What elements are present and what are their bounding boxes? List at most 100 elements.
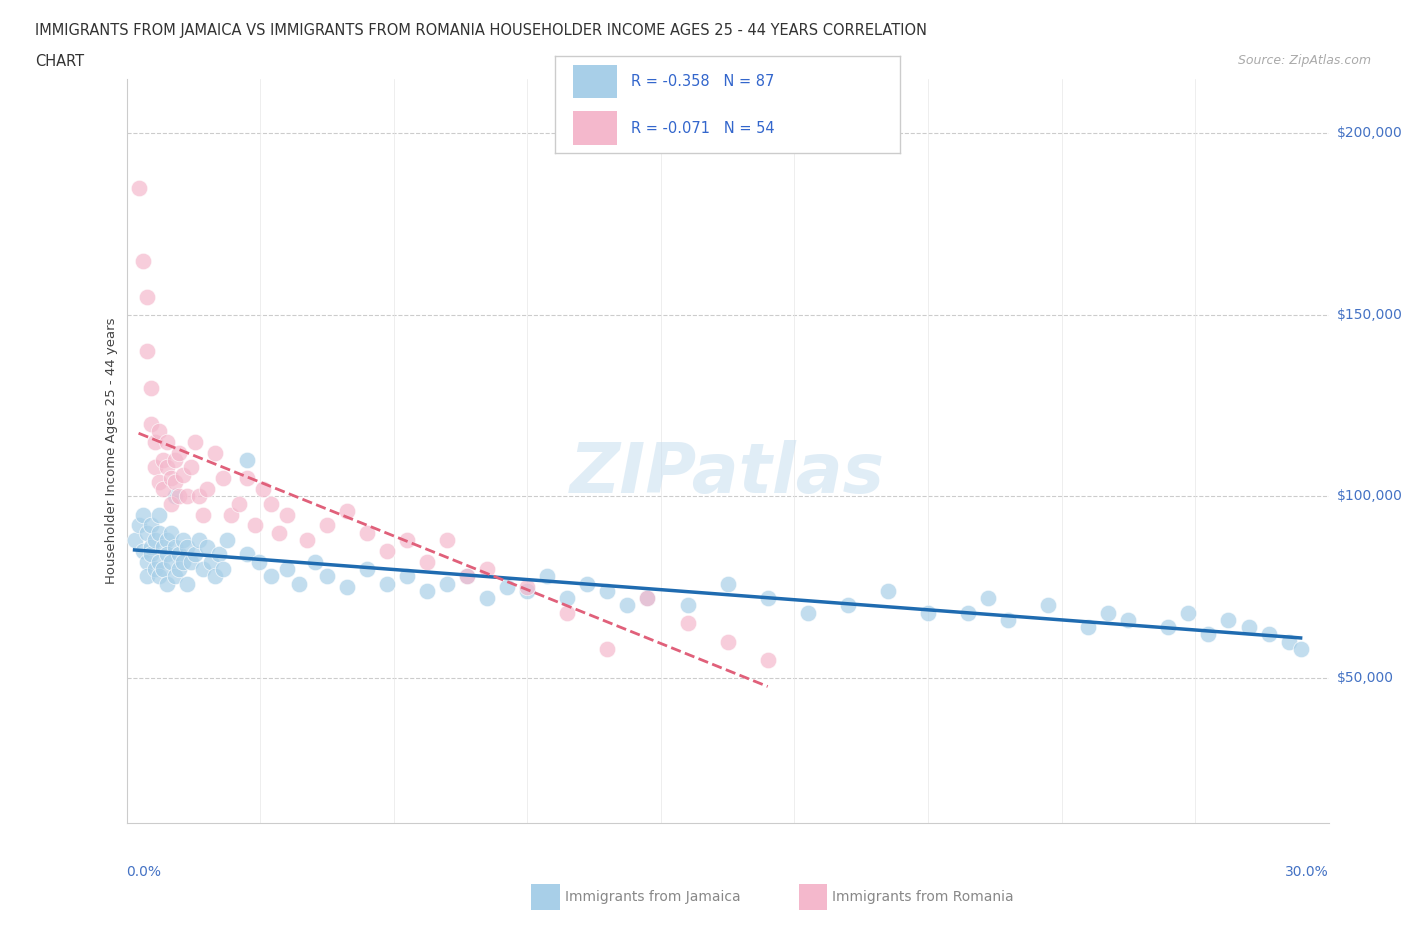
Text: $50,000: $50,000 [1337, 671, 1393, 684]
Point [139, 547, 162, 562]
Point [148, 569, 170, 584]
Point [396, 533, 419, 548]
Point [167, 445, 190, 460]
Point [1289, 642, 1312, 657]
Point [176, 576, 198, 591]
Text: IMMIGRANTS FROM JAMAICA VS IMMIGRANTS FROM ROMANIA HOUSEHOLDER INCOME AGES 25 - : IMMIGRANTS FROM JAMAICA VS IMMIGRANTS FR… [35, 23, 927, 38]
Bar [572, 112, 617, 145]
Point [148, 554, 170, 569]
Point [496, 579, 519, 594]
Point [159, 554, 181, 569]
Point [135, 344, 157, 359]
Point [187, 533, 209, 548]
Point [163, 569, 186, 584]
Point [837, 598, 859, 613]
Point [139, 417, 162, 432]
Point [124, 533, 146, 548]
Point [375, 576, 398, 591]
Point [204, 445, 226, 460]
Point [516, 579, 538, 594]
Point [557, 605, 579, 620]
Point [756, 591, 779, 605]
Point [456, 569, 478, 584]
Point [131, 507, 153, 522]
Point [1218, 612, 1240, 627]
Point [235, 453, 259, 468]
Point [616, 598, 638, 613]
Point [159, 471, 181, 485]
Text: CHART: CHART [35, 54, 84, 69]
Point [336, 503, 359, 518]
Point [315, 569, 337, 584]
Point [211, 471, 233, 485]
Point [716, 634, 740, 649]
Point [997, 612, 1019, 627]
Point [135, 289, 157, 304]
Point [128, 180, 150, 195]
Point [163, 489, 186, 504]
Point [288, 576, 311, 591]
Point [152, 453, 174, 468]
Point [1097, 605, 1119, 620]
Point [557, 591, 579, 605]
Bar [572, 64, 617, 98]
Text: 0.0%: 0.0% [127, 865, 162, 879]
Point [356, 525, 378, 540]
Point [475, 562, 498, 577]
Point [172, 533, 194, 548]
Point [135, 554, 157, 569]
Point [143, 434, 166, 449]
Point [1198, 627, 1220, 642]
Point [172, 554, 194, 569]
Text: Immigrants from Jamaica: Immigrants from Jamaica [565, 889, 741, 904]
Point [195, 482, 218, 497]
Point [596, 642, 619, 657]
Point [195, 539, 218, 554]
Point [191, 562, 214, 577]
Point [516, 583, 538, 598]
Point [596, 583, 619, 598]
Point [148, 474, 170, 489]
Point [172, 467, 194, 482]
Point [396, 569, 419, 584]
Point [636, 591, 658, 605]
Point [228, 497, 250, 512]
Point [180, 554, 202, 569]
Point [143, 533, 166, 548]
Point [576, 576, 599, 591]
Point [267, 525, 290, 540]
Point [260, 497, 283, 512]
Point [676, 598, 699, 613]
Point [756, 652, 779, 667]
Point [475, 591, 498, 605]
Point [139, 380, 162, 395]
Point [219, 507, 242, 522]
Point [716, 576, 740, 591]
Point [139, 539, 162, 554]
Point [204, 569, 226, 584]
Point [917, 605, 939, 620]
Text: 30.0%: 30.0% [1285, 865, 1329, 879]
Point [295, 533, 318, 548]
Point [1157, 619, 1180, 634]
Point [183, 547, 205, 562]
Point [155, 434, 177, 449]
Text: $100,000: $100,000 [1337, 489, 1403, 503]
Point [187, 489, 209, 504]
Point [159, 497, 181, 512]
Point [436, 533, 458, 548]
Point [176, 489, 198, 504]
Point [135, 525, 157, 540]
Point [176, 539, 198, 554]
Point [956, 605, 979, 620]
Point [163, 539, 186, 554]
Point [1277, 634, 1299, 649]
Text: $200,000: $200,000 [1337, 126, 1403, 140]
Point [304, 554, 326, 569]
Point [167, 489, 190, 504]
Point [152, 562, 174, 577]
Point [135, 569, 157, 584]
Point [128, 518, 150, 533]
Point [276, 562, 298, 577]
Point [276, 507, 298, 522]
